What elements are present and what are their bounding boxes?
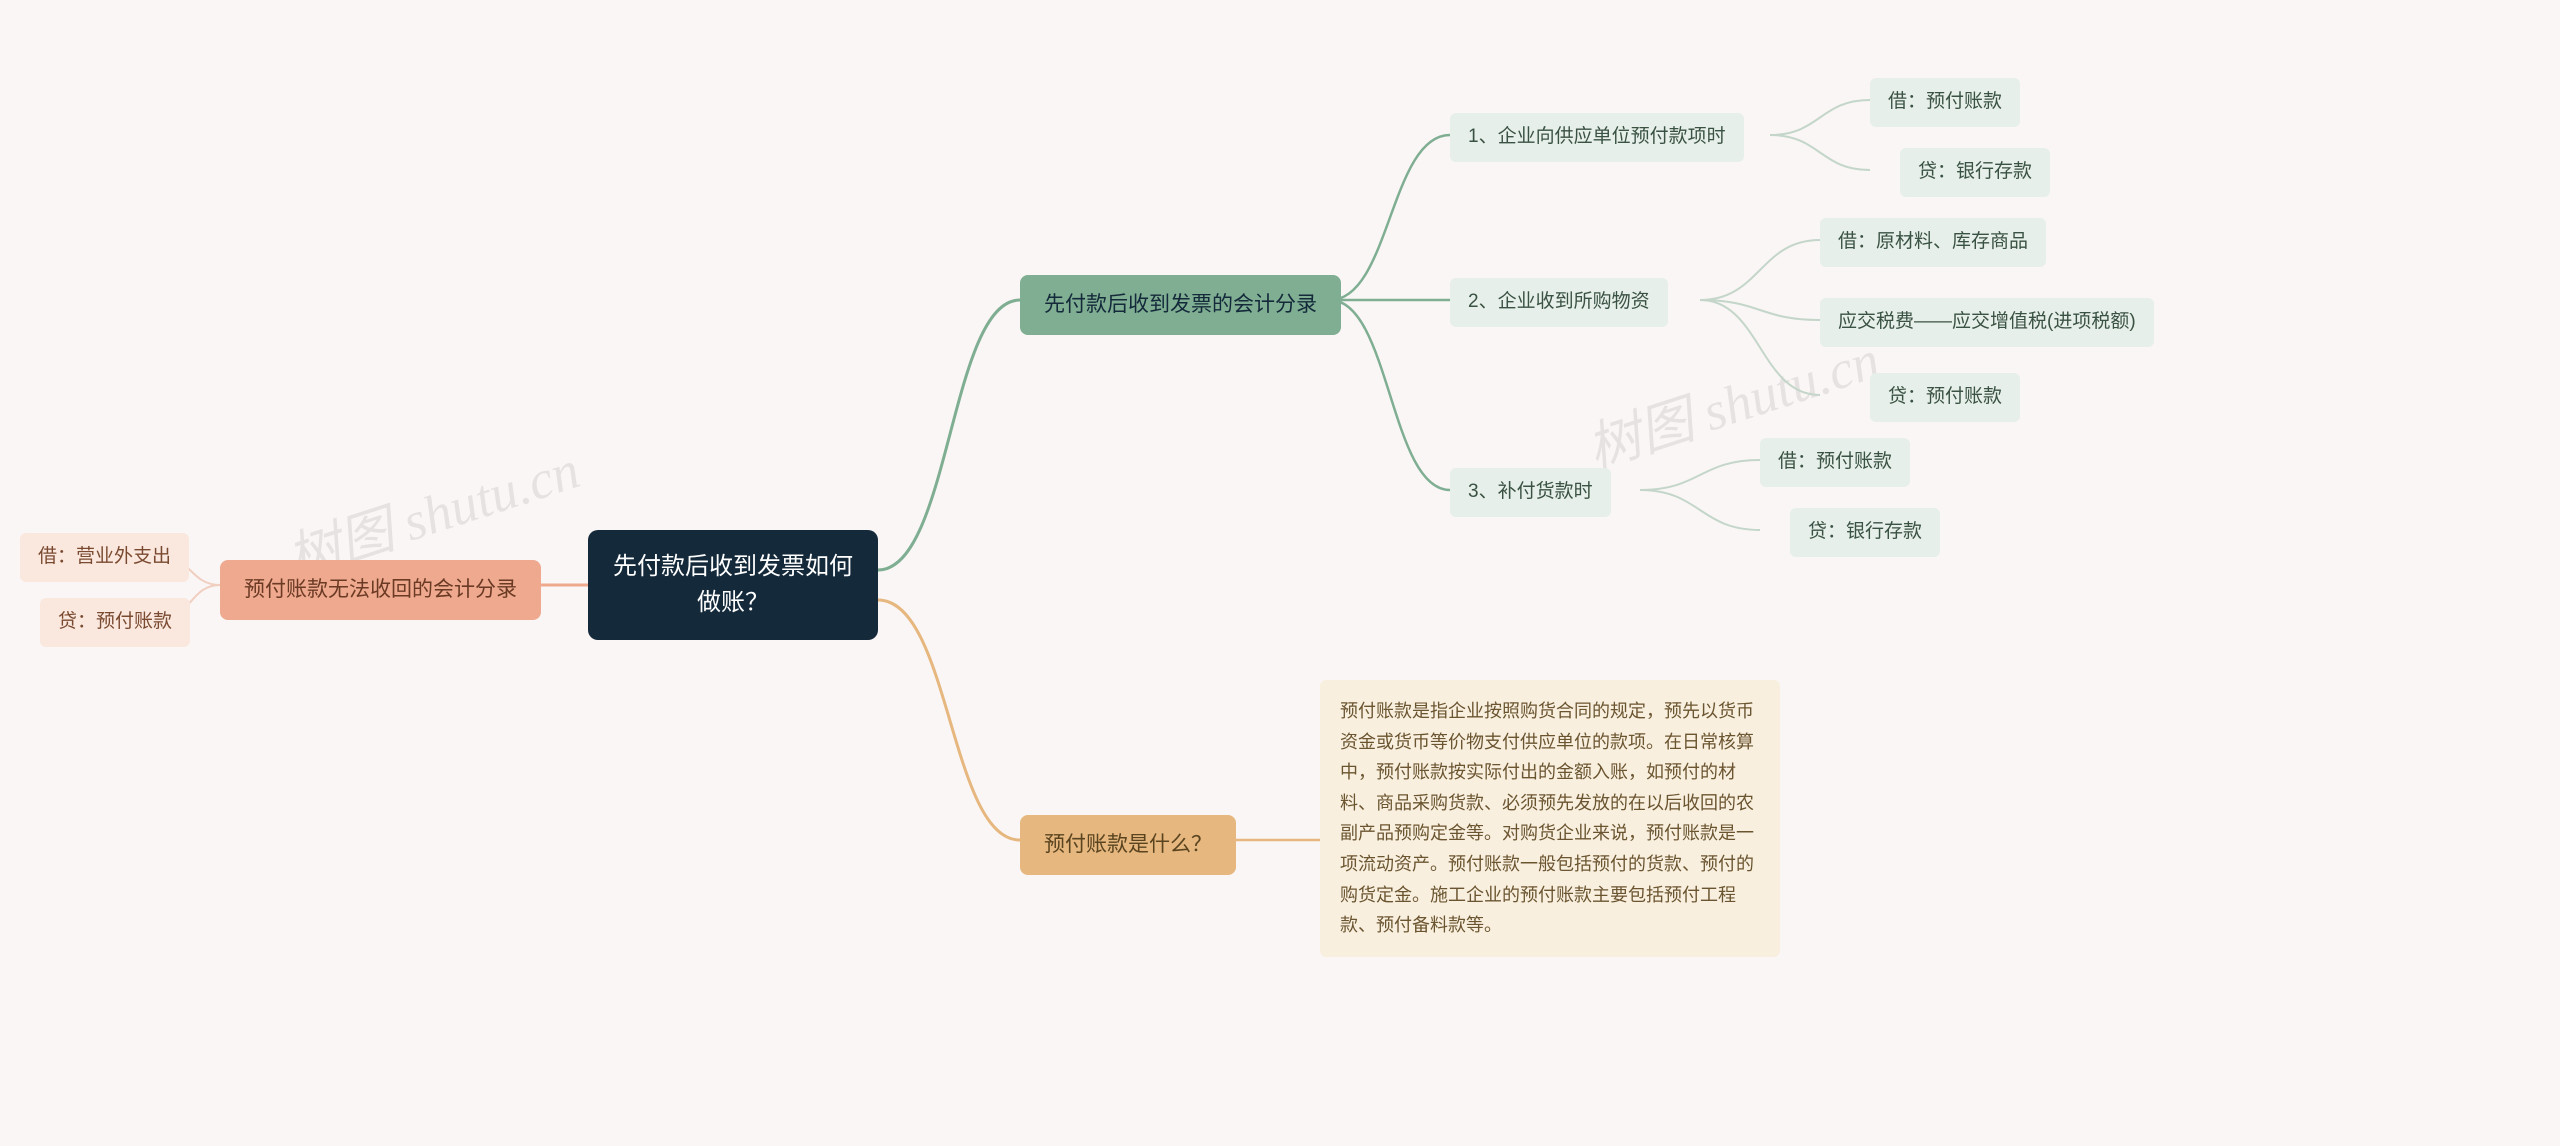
green-child-1[interactable]: 1、企业向供应单位预付款项时 (1450, 113, 1744, 162)
green-child-3[interactable]: 3、补付货款时 (1450, 468, 1611, 517)
leaf-label: 借：营业外支出 (38, 543, 171, 572)
green-child-2-leaf-2[interactable]: 贷：预付账款 (1870, 373, 2020, 422)
orange-description-text: 预付账款是指企业按照购货合同的规定，预先以货币资金或货币等价物支付供应单位的款项… (1340, 696, 1760, 941)
leaf-label: 应交税费——应交增值税(进项税额) (1838, 308, 2136, 337)
branch-orange-label: 预付账款是什么？ (1044, 829, 1212, 861)
leaf-label: 贷：银行存款 (1918, 158, 2032, 187)
green-child-2[interactable]: 2、企业收到所购物资 (1450, 278, 1668, 327)
root-label: 先付款后收到发票如何做账？ (608, 549, 858, 621)
leaf-label: 贷：银行存款 (1808, 518, 1922, 547)
salmon-leaf-0[interactable]: 借：营业外支出 (20, 533, 189, 582)
branch-green[interactable]: 先付款后收到发票的会计分录 (1020, 275, 1341, 335)
leaf-label: 贷：预付账款 (58, 608, 172, 637)
branch-green-label: 先付款后收到发票的会计分录 (1044, 289, 1317, 321)
leaf-label: 借：预付账款 (1778, 448, 1892, 477)
root-node[interactable]: 先付款后收到发票如何做账？ (588, 530, 878, 640)
leaf-label: 借：原材料、库存商品 (1838, 228, 2028, 257)
leaf-label: 贷：预付账款 (1888, 383, 2002, 412)
salmon-leaf-1[interactable]: 贷：预付账款 (40, 598, 190, 647)
green-child-1-leaf-0[interactable]: 借：预付账款 (1870, 78, 2020, 127)
branch-salmon[interactable]: 预付账款无法收回的会计分录 (220, 560, 541, 620)
green-child-3-leaf-1[interactable]: 贷：银行存款 (1790, 508, 1940, 557)
green-child-1-leaf-1[interactable]: 贷：银行存款 (1900, 148, 2050, 197)
branch-orange[interactable]: 预付账款是什么？ (1020, 815, 1236, 875)
green-child-3-label: 3、补付货款时 (1468, 478, 1593, 507)
green-child-1-label: 1、企业向供应单位预付款项时 (1468, 123, 1726, 152)
green-child-2-label: 2、企业收到所购物资 (1468, 288, 1650, 317)
orange-description: 预付账款是指企业按照购货合同的规定，预先以货币资金或货币等价物支付供应单位的款项… (1320, 680, 1780, 957)
green-child-2-leaf-1[interactable]: 应交税费——应交增值税(进项税额) (1820, 298, 2154, 347)
green-child-2-leaf-0[interactable]: 借：原材料、库存商品 (1820, 218, 2046, 267)
branch-salmon-label: 预付账款无法收回的会计分录 (244, 574, 517, 606)
green-child-3-leaf-0[interactable]: 借：预付账款 (1760, 438, 1910, 487)
leaf-label: 借：预付账款 (1888, 88, 2002, 117)
